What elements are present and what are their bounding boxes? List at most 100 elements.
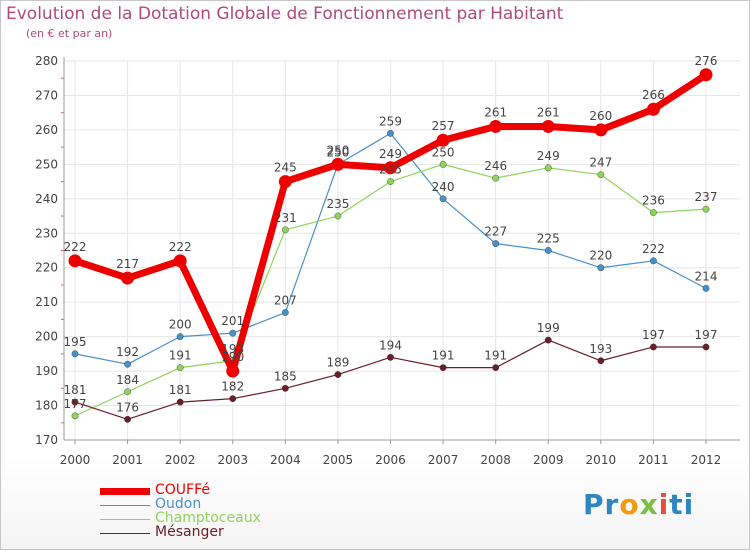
data-point-mesanger-2000 — [71, 398, 79, 406]
data-label-oudon-2011: 222 — [642, 242, 665, 256]
y-tick-label-180: 180 — [35, 399, 58, 413]
data-label-mesanger-2001: 176 — [116, 400, 139, 414]
data-label-oudon-2006: 259 — [379, 114, 402, 128]
data-label-couffe-2002: 222 — [169, 240, 192, 254]
data-label-oudon-2005: 250 — [326, 145, 349, 159]
proxiti-logo: Proxiti — [583, 488, 695, 521]
x-tick-label-2003: 2003 — [217, 453, 248, 467]
data-label-champtoceaux-2011: 236 — [642, 194, 665, 208]
data-label-couffe-2005: 250 — [326, 143, 349, 157]
data-point-couffe-2000 — [68, 254, 82, 268]
data-point-couffe-2004 — [278, 175, 292, 189]
x-tick-label-2010: 2010 — [586, 453, 617, 467]
x-tick-label-2006: 2006 — [375, 453, 406, 467]
data-point-couffe-2011 — [646, 102, 660, 116]
data-label-mesanger-2008: 191 — [484, 349, 507, 363]
data-label-oudon-2004: 207 — [274, 294, 297, 308]
x-tick-label-2001: 2001 — [112, 453, 143, 467]
data-point-mesanger-2011 — [650, 343, 657, 351]
data-point-oudon-2002 — [176, 333, 184, 341]
data-label-couffe-2000: 222 — [64, 240, 87, 254]
data-point-champtoceaux-2005 — [334, 212, 342, 220]
data-label-oudon-2002: 200 — [169, 318, 192, 332]
y-tick-label-260: 260 — [35, 123, 58, 137]
x-tick-label-2008: 2008 — [480, 453, 511, 467]
data-point-oudon-2004 — [281, 309, 289, 316]
data-label-champtoceaux-2010: 247 — [589, 156, 612, 170]
y-tick-label-170: 170 — [35, 433, 58, 447]
y-tick-label-230: 230 — [35, 226, 58, 240]
data-point-champtoceaux-2002 — [176, 364, 184, 372]
x-tick-label-2004: 2004 — [270, 453, 301, 467]
data-label-oudon-2009: 225 — [537, 232, 560, 246]
data-point-champtoceaux-2001 — [124, 388, 131, 396]
data-point-mesanger-2001 — [124, 415, 131, 423]
x-tick-label-2009: 2009 — [533, 453, 564, 467]
data-point-oudon-2008 — [492, 240, 500, 248]
data-point-mesanger-2006 — [387, 353, 394, 361]
data-point-couffe-2006 — [384, 161, 397, 175]
data-label-couffe-2007: 257 — [432, 119, 455, 133]
y-tick-label-280: 280 — [35, 54, 58, 68]
data-label-champtoceaux-2000: 177 — [64, 397, 87, 411]
y-tick-label-250: 250 — [35, 157, 58, 171]
data-point-oudon-2003 — [229, 329, 237, 337]
data-label-couffe-2009: 261 — [537, 105, 560, 119]
data-label-mesanger-2002: 181 — [169, 383, 192, 397]
data-label-couffe-2001: 217 — [116, 257, 139, 271]
data-label-mesanger-2004: 185 — [274, 369, 297, 383]
data-label-couffe-2003: 190 — [221, 350, 244, 364]
y-tick-label-210: 210 — [35, 295, 58, 309]
chart-legend: COUFFé Oudon Champtoceaux Mésanger — [100, 482, 300, 540]
data-label-mesanger-2000: 181 — [64, 383, 87, 397]
legend-item-oudon: Oudon — [100, 496, 300, 512]
data-label-champtoceaux-2007: 250 — [432, 145, 455, 159]
data-point-champtoceaux-2004 — [281, 226, 289, 234]
data-point-oudon-2006 — [387, 129, 394, 137]
data-point-mesanger-2005 — [334, 371, 342, 378]
legend-swatch-oudon — [100, 505, 150, 506]
data-label-couffe-2006: 249 — [379, 147, 402, 161]
data-point-champtoceaux-2012 — [702, 205, 710, 213]
data-label-oudon-2008: 227 — [484, 225, 507, 239]
data-point-couffe-2005 — [331, 157, 345, 171]
data-point-oudon-2010 — [597, 264, 605, 272]
data-point-champtoceaux-2006 — [387, 178, 394, 185]
data-label-champtoceaux-2003: 193 — [221, 342, 244, 356]
chart-title: Evolution de la Dotation Globale de Fonc… — [6, 4, 564, 24]
data-label-champtoceaux-2005: 235 — [326, 197, 349, 211]
data-label-oudon-2007: 240 — [432, 180, 455, 194]
data-label-champtoceaux-2001: 184 — [116, 373, 139, 387]
data-label-mesanger-2005: 189 — [326, 356, 349, 370]
data-label-mesanger-2003: 182 — [221, 380, 244, 394]
data-label-oudon-2012: 214 — [695, 269, 718, 283]
data-label-mesanger-2011: 197 — [642, 328, 665, 342]
data-label-champtoceaux-2004: 231 — [274, 211, 297, 225]
data-point-mesanger-2009 — [544, 336, 552, 344]
data-point-champtoceaux-2007 — [439, 160, 447, 168]
x-tick-label-2012: 2012 — [691, 453, 722, 467]
legend-label-mesanger: Mésanger — [155, 524, 224, 540]
data-point-couffe-2012 — [699, 68, 713, 82]
data-label-couffe-2012: 276 — [695, 54, 718, 68]
data-label-couffe-2008: 261 — [484, 105, 507, 119]
data-point-champtoceaux-2010 — [597, 171, 605, 179]
legend-swatch-champtoceaux — [100, 519, 150, 520]
data-label-couffe-2004: 245 — [274, 161, 297, 175]
y-tick-label-190: 190 — [35, 364, 58, 378]
data-point-mesanger-2012 — [702, 343, 710, 351]
data-point-mesanger-2007 — [439, 364, 447, 372]
data-point-oudon-2011 — [650, 257, 657, 265]
legend-item-mesanger: Mésanger — [100, 524, 300, 540]
data-point-mesanger-2008 — [492, 364, 500, 372]
data-label-couffe-2011: 266 — [642, 88, 665, 102]
y-tick-label-220: 220 — [35, 261, 58, 275]
data-point-mesanger-2010 — [597, 357, 605, 365]
data-point-couffe-2007 — [436, 133, 450, 147]
x-tick-label-2005: 2005 — [323, 453, 354, 467]
data-point-couffe-2009 — [541, 119, 555, 133]
data-label-oudon-2003: 201 — [221, 314, 244, 328]
data-label-champtoceaux-2008: 246 — [484, 159, 507, 173]
data-point-oudon-2000 — [71, 350, 79, 358]
y-tick-label-240: 240 — [35, 192, 58, 206]
